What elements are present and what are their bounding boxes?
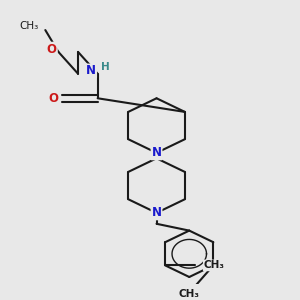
Text: N: N: [152, 146, 161, 159]
Text: N: N: [86, 64, 96, 77]
Text: CH₃: CH₃: [178, 289, 199, 299]
Text: CH₃: CH₃: [204, 260, 225, 270]
Text: N: N: [152, 206, 161, 219]
Text: O: O: [49, 92, 58, 105]
Text: O: O: [47, 43, 57, 56]
Text: CH₃: CH₃: [20, 21, 39, 31]
Text: H: H: [101, 62, 110, 72]
